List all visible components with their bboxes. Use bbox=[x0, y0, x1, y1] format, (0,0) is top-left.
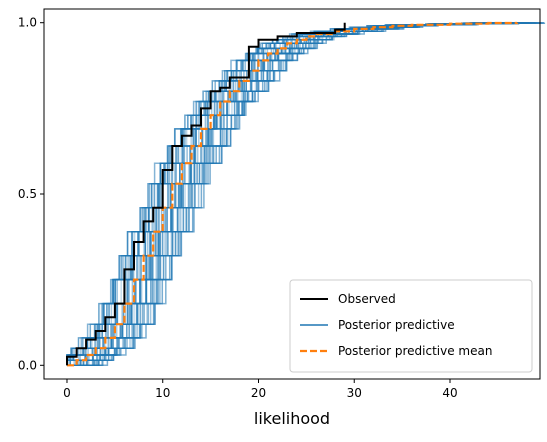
legend-label: Posterior predictive mean bbox=[338, 344, 492, 358]
legend: Observed Posterior predictive Posterior pr… bbox=[289, 279, 533, 373]
legend-box bbox=[289, 279, 533, 373]
posterior-predictive-sample-line bbox=[97, 22, 545, 367]
x-axis-label: likelihood bbox=[254, 409, 330, 428]
y-tick-label: 0.0 bbox=[18, 358, 37, 372]
x-tick-label: 30 bbox=[347, 386, 362, 400]
y-axis-ticks: 0.0 0.5 1.0 bbox=[18, 16, 44, 372]
posterior-predictive-mean-path bbox=[67, 21, 519, 367]
legend-label: Observed bbox=[338, 292, 396, 306]
observed-path bbox=[66, 22, 346, 366]
posterior-predictive-mean-line bbox=[67, 21, 519, 367]
x-tick-label: 10 bbox=[155, 386, 170, 400]
legend-label: Posterior predictive bbox=[338, 318, 455, 332]
x-tick-label: 0 bbox=[63, 386, 71, 400]
x-tick-label: 20 bbox=[251, 386, 266, 400]
y-tick-label: 0.5 bbox=[18, 187, 37, 201]
observed-line bbox=[66, 22, 346, 366]
y-tick-label: 1.0 bbox=[18, 16, 37, 30]
x-axis-ticks: 0 10 20 30 40 bbox=[63, 379, 458, 400]
x-tick-label: 40 bbox=[442, 386, 457, 400]
